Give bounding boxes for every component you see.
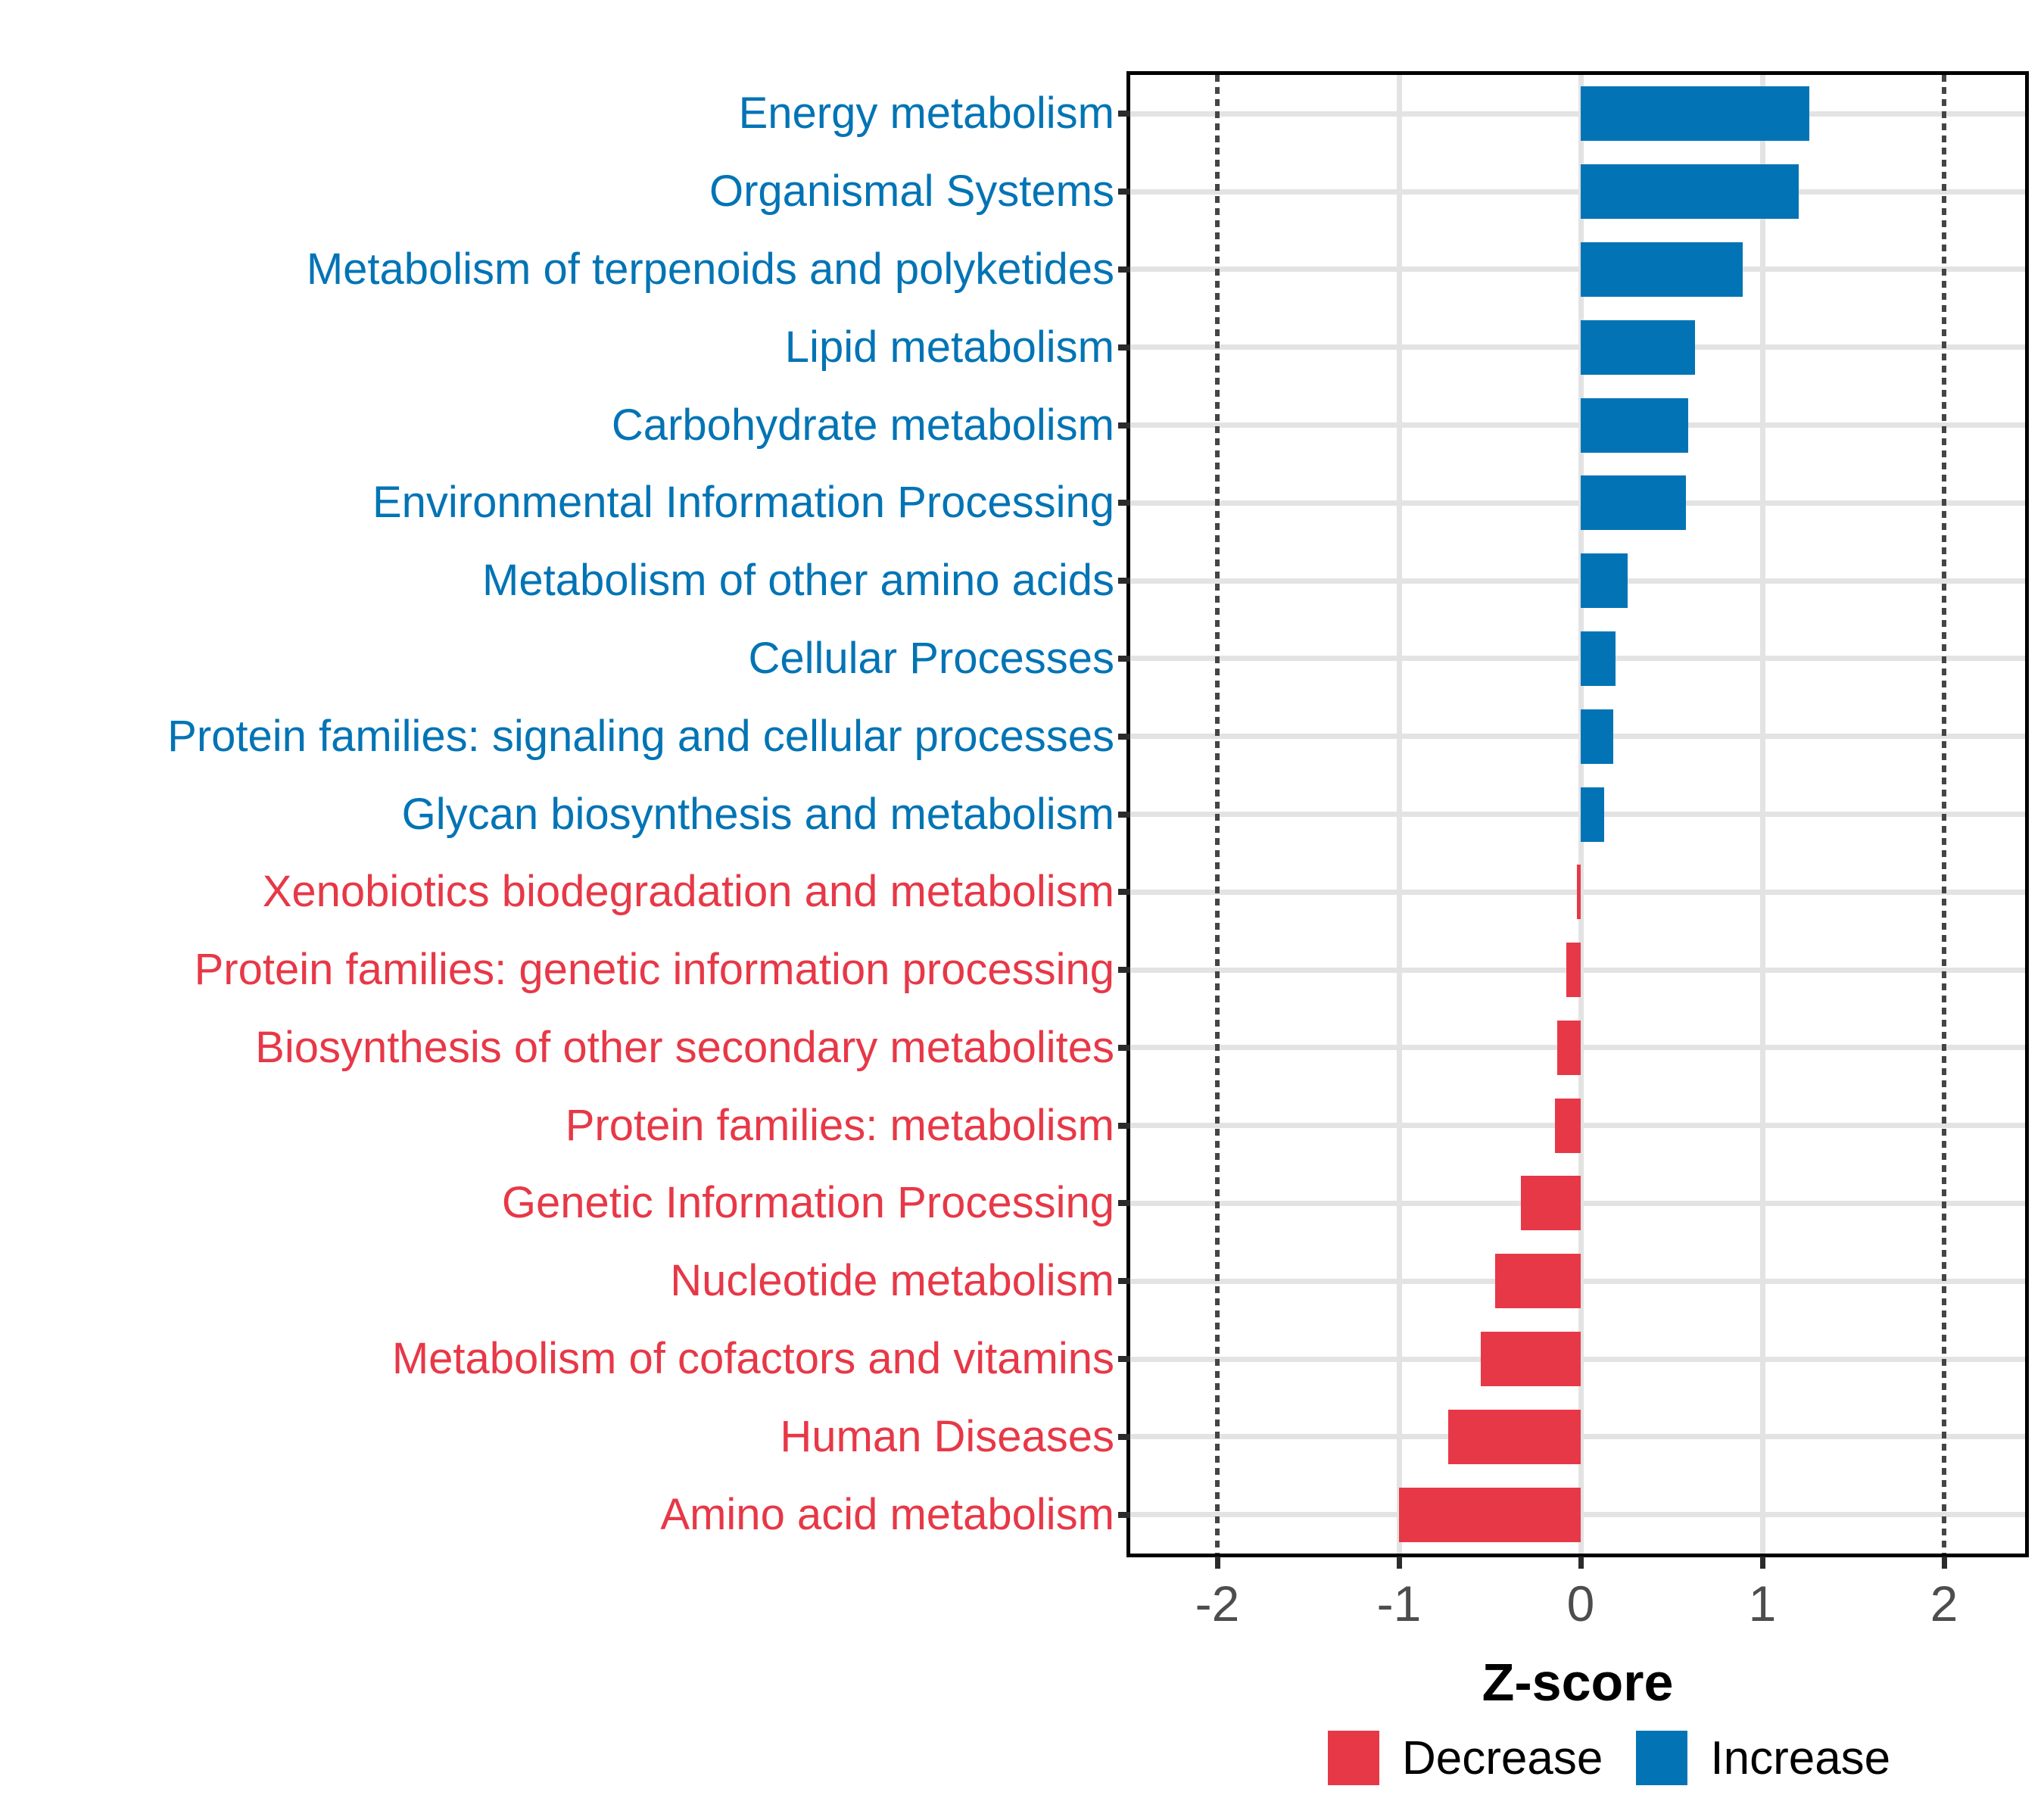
bar-decrease	[1481, 1332, 1581, 1387]
v-gridline-solid	[1396, 75, 1402, 1554]
h-gridline	[1130, 578, 2025, 584]
y-tick	[1118, 266, 1130, 273]
category-label: Protein families: metabolism	[565, 1100, 1114, 1150]
y-tick	[1118, 1511, 1130, 1518]
y-tick	[1118, 111, 1130, 117]
x-tick-label: 1	[1748, 1575, 1777, 1632]
y-tick	[1118, 1044, 1130, 1051]
legend-swatch-decrease	[1328, 1731, 1379, 1785]
category-label: Genetic Information Processing	[501, 1178, 1114, 1228]
y-tick	[1118, 1200, 1130, 1207]
category-label: Cellular Processes	[748, 633, 1114, 683]
bar-decrease	[1566, 943, 1581, 998]
x-tick	[1759, 1557, 1765, 1569]
y-tick	[1118, 1278, 1130, 1285]
category-label: Carbohydrate metabolism	[611, 400, 1114, 450]
category-label: Glycan biosynthesis and metabolism	[401, 789, 1114, 839]
legend: Decrease Increase	[1328, 1731, 1924, 1785]
y-tick	[1118, 578, 1130, 584]
bar-increase	[1581, 631, 1616, 686]
y-tick	[1118, 344, 1130, 351]
v-gridline-solid	[1759, 75, 1765, 1554]
bar-increase	[1581, 709, 1614, 764]
x-tick	[1214, 1557, 1220, 1569]
legend-label-decrease: Decrease	[1402, 1731, 1603, 1784]
category-label: Human Diseases	[780, 1411, 1114, 1461]
h-gridline	[1130, 812, 2025, 817]
y-tick	[1118, 1433, 1130, 1440]
category-label: Metabolism of cofactors and vitamins	[391, 1334, 1114, 1384]
category-label: Amino acid metabolism	[660, 1489, 1114, 1539]
category-label: Environmental Information Processing	[372, 478, 1114, 528]
h-gridline	[1130, 500, 2025, 506]
category-label: Energy metabolism	[738, 89, 1114, 139]
bar-increase	[1581, 475, 1687, 531]
category-label: Protein families: genetic information pr…	[194, 945, 1114, 995]
x-tick	[1396, 1557, 1402, 1569]
y-tick	[1118, 811, 1130, 818]
bar-decrease	[1555, 1098, 1581, 1153]
h-gridline	[1130, 734, 2025, 740]
y-tick	[1118, 733, 1130, 740]
x-tick-label: -1	[1376, 1575, 1422, 1632]
y-tick	[1118, 422, 1130, 429]
x-tick	[1578, 1557, 1584, 1569]
legend-swatch-increase	[1636, 1731, 1688, 1785]
h-gridline	[1130, 266, 2025, 273]
x-tick-label: 0	[1566, 1575, 1595, 1632]
v-gridline-dotted	[1942, 75, 1946, 1554]
bar-decrease	[1447, 1409, 1581, 1464]
bar-increase	[1581, 553, 1628, 609]
x-tick-label: 2	[1930, 1575, 1958, 1632]
x-tick	[1941, 1557, 1947, 1569]
x-axis-title: Z-score	[1482, 1653, 1674, 1712]
y-tick	[1118, 189, 1130, 195]
h-gridline	[1130, 189, 2025, 195]
bar-increase	[1581, 397, 1688, 453]
category-label: Biosynthesis of other secondary metaboli…	[255, 1022, 1114, 1072]
plot-panel	[1126, 71, 2029, 1557]
bar-decrease	[1520, 1176, 1581, 1231]
category-label: Protein families: signaling and cellular…	[167, 711, 1114, 761]
category-label: Metabolism of terpenoids and polyketides	[306, 244, 1114, 294]
bar-increase	[1581, 242, 1743, 297]
bar-increase	[1581, 787, 1605, 842]
category-label: Xenobiotics biodegradation and metabolis…	[262, 867, 1114, 917]
bar-increase	[1581, 164, 1799, 220]
bar-decrease	[1399, 1487, 1581, 1542]
category-label: Metabolism of other amino acids	[482, 556, 1114, 606]
category-label: Nucleotide metabolism	[670, 1256, 1114, 1306]
bar-decrease	[1495, 1254, 1581, 1309]
y-tick	[1118, 500, 1130, 506]
category-label: Lipid metabolism	[784, 322, 1114, 372]
bar-increase	[1581, 319, 1696, 375]
v-gridline-dotted	[1215, 75, 1220, 1554]
y-tick	[1118, 1122, 1130, 1129]
y-tick	[1118, 655, 1130, 662]
bar-decrease	[1556, 1020, 1581, 1075]
h-gridline	[1130, 344, 2025, 351]
h-gridline	[1130, 656, 2025, 662]
category-label: Organismal Systems	[709, 167, 1114, 217]
x-tick-label: -2	[1195, 1575, 1240, 1632]
legend-label-increase: Increase	[1710, 1731, 1891, 1784]
h-gridline	[1130, 422, 2025, 429]
bar-decrease	[1577, 865, 1581, 920]
h-gridline	[1130, 111, 2025, 117]
y-tick	[1118, 889, 1130, 896]
y-tick	[1118, 1356, 1130, 1363]
bar-increase	[1581, 86, 1810, 142]
y-tick	[1118, 967, 1130, 974]
